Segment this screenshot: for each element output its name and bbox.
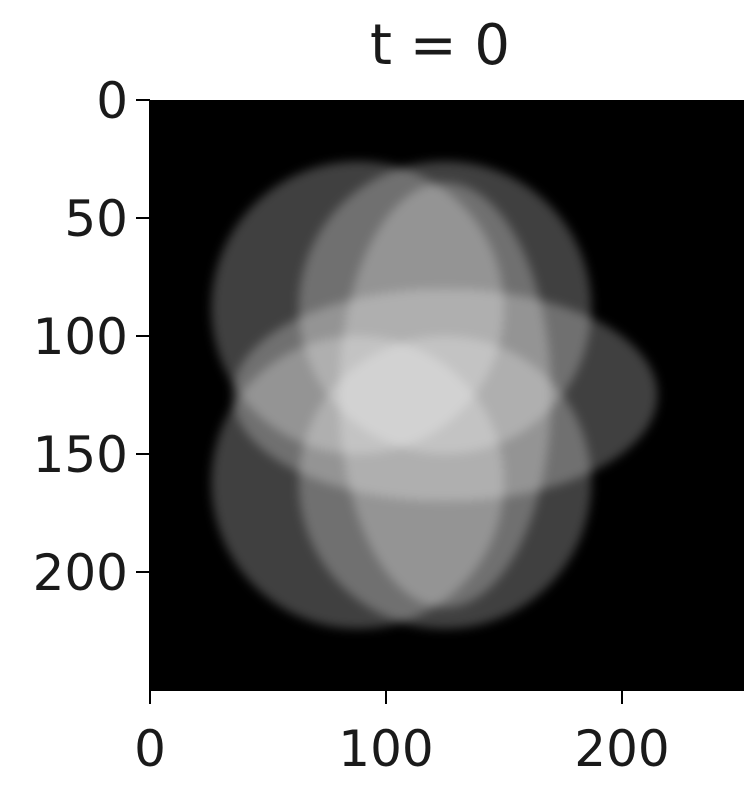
image-shapes <box>211 161 658 629</box>
x-tick-label: 100 <box>338 720 433 778</box>
x-axis: 0 100 200 <box>134 689 744 778</box>
y-tick-label: 100 <box>33 308 128 366</box>
y-tick-label: 50 <box>64 190 128 248</box>
plot-area <box>150 100 744 690</box>
chart-title: t = 0 <box>370 13 510 78</box>
y-axis: 0 50 100 150 200 <box>33 72 151 690</box>
y-tick-label: 200 <box>33 544 128 602</box>
y-tick-label: 0 <box>96 72 128 130</box>
x-tick-label: 200 <box>574 720 669 778</box>
image-shape-ellipse-6 <box>338 182 552 608</box>
x-tick-label: 0 <box>134 720 166 778</box>
y-tick-label: 150 <box>33 426 128 484</box>
